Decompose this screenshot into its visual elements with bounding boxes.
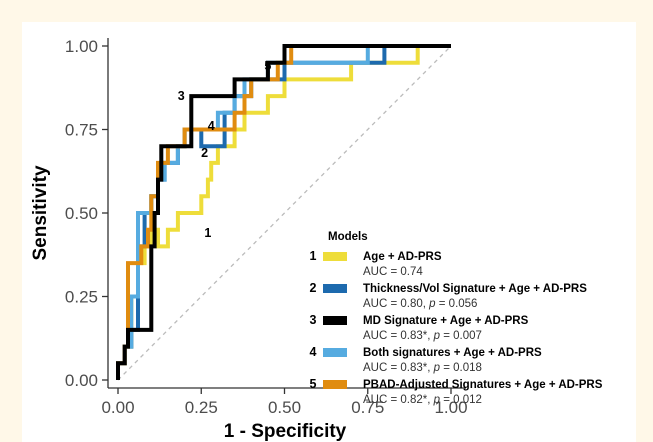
legend-number-4: 4: [310, 345, 317, 359]
legend-number-3: 3: [310, 313, 317, 327]
legend-swatch-3: [323, 316, 347, 325]
plot-panel: [22, 22, 636, 442]
x-tick-label: 0.25: [185, 398, 218, 417]
curve-labels: 1 2 3 4 5: [178, 59, 272, 240]
y-tick-label: 0.00: [65, 371, 98, 390]
legend-p-value: = 0.018: [443, 362, 482, 374]
y-tick-label: 0.75: [65, 121, 98, 140]
legend-auc-3: AUC = 0.83*, p = 0.007: [363, 330, 482, 342]
legend-auc-value: AUC = 0.82*,: [363, 394, 430, 406]
y-axis-title: Sensitivity: [30, 165, 51, 260]
legend-swatch-1: [323, 252, 347, 261]
legend-p-symbol: p: [430, 362, 443, 374]
x-tick-label: 0.50: [268, 398, 301, 417]
curve-label-4: 4: [208, 119, 215, 133]
reference-diagonal: [117, 45, 452, 381]
legend: Models 1 Age + AD-PRS AUC = 0.74 2 Thickness…: [310, 231, 603, 406]
legend-label-2: Thickness/Vol Signature + Age + AD-PRS: [363, 283, 587, 295]
x-axis-title: 1 - Specificity: [224, 421, 347, 442]
legend-auc-1: AUC = 0.74: [363, 266, 423, 278]
legend-auc-2: AUC = 0.80, p = 0.056: [363, 298, 477, 310]
legend-auc-value: AUC = 0.74: [363, 266, 423, 278]
x-tick-label: 0.00: [101, 398, 134, 417]
roc-curve-3: [116, 44, 451, 380]
y-tick-label: 0.50: [65, 204, 98, 223]
curve-label-5: 5: [264, 59, 271, 73]
legend-p-value: = 0.056: [439, 298, 478, 310]
y-tick-label: 0.25: [65, 288, 98, 307]
legend-label-5: PBAD-Adjusted Signatures + Age + AD-PRS: [363, 379, 603, 391]
legend-swatch-5: [323, 380, 347, 389]
legend-auc-value: AUC = 0.80,: [363, 298, 426, 310]
legend-number-2: 2: [310, 281, 317, 295]
legend-p-symbol: p: [426, 298, 439, 310]
legend-p-value: = 0.012: [443, 394, 482, 406]
legend-number-5: 5: [310, 377, 317, 391]
y-axis-ticks: 0.00 0.25 0.50 0.75 1.00: [65, 37, 108, 390]
legend-p-value: = 0.007: [443, 330, 482, 342]
x-tick-label: 0.75: [351, 398, 384, 417]
legend-label-1: Age + AD-PRS: [363, 251, 442, 263]
curve-label-1: 1: [204, 226, 211, 240]
legend-label-3: MD Signature + Age + AD-PRS: [363, 315, 529, 327]
legend-auc-4: AUC = 0.83*, p = 0.018: [363, 362, 482, 374]
legend-swatch-4: [323, 348, 347, 357]
legend-p-symbol: p: [430, 394, 443, 406]
legend-auc-5: AUC = 0.82*, p = 0.012: [363, 394, 482, 406]
legend-swatch-2: [323, 284, 347, 293]
legend-p-symbol: p: [430, 330, 443, 342]
curve-label-3: 3: [178, 89, 185, 103]
legend-number-1: 1: [310, 249, 317, 263]
legend-title: Models: [328, 231, 368, 243]
x-axis-ticks: 0.00 0.25 0.50 0.75 1.00: [101, 388, 468, 417]
legend-label-4: Both signatures + Age + AD-PRS: [363, 347, 542, 359]
legend-auc-value: AUC = 0.83*,: [363, 330, 430, 342]
legend-auc-value: AUC = 0.83*,: [363, 362, 430, 374]
x-tick-label: 1.00: [434, 398, 467, 417]
y-tick-label: 1.00: [65, 37, 98, 56]
curve-label-2: 2: [201, 146, 208, 160]
roc-curves: [116, 44, 451, 380]
